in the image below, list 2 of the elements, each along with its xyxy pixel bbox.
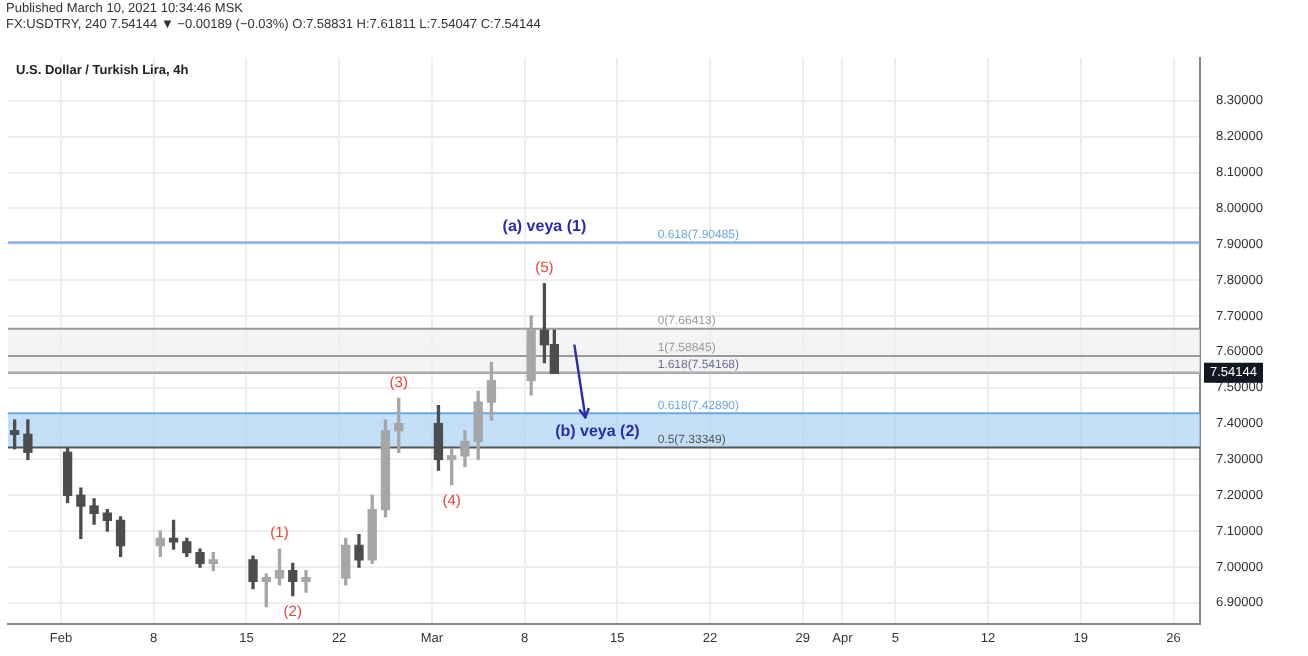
annotation: (b) veya (2) <box>555 421 641 440</box>
annotation: (a) veya (1) <box>502 216 587 235</box>
